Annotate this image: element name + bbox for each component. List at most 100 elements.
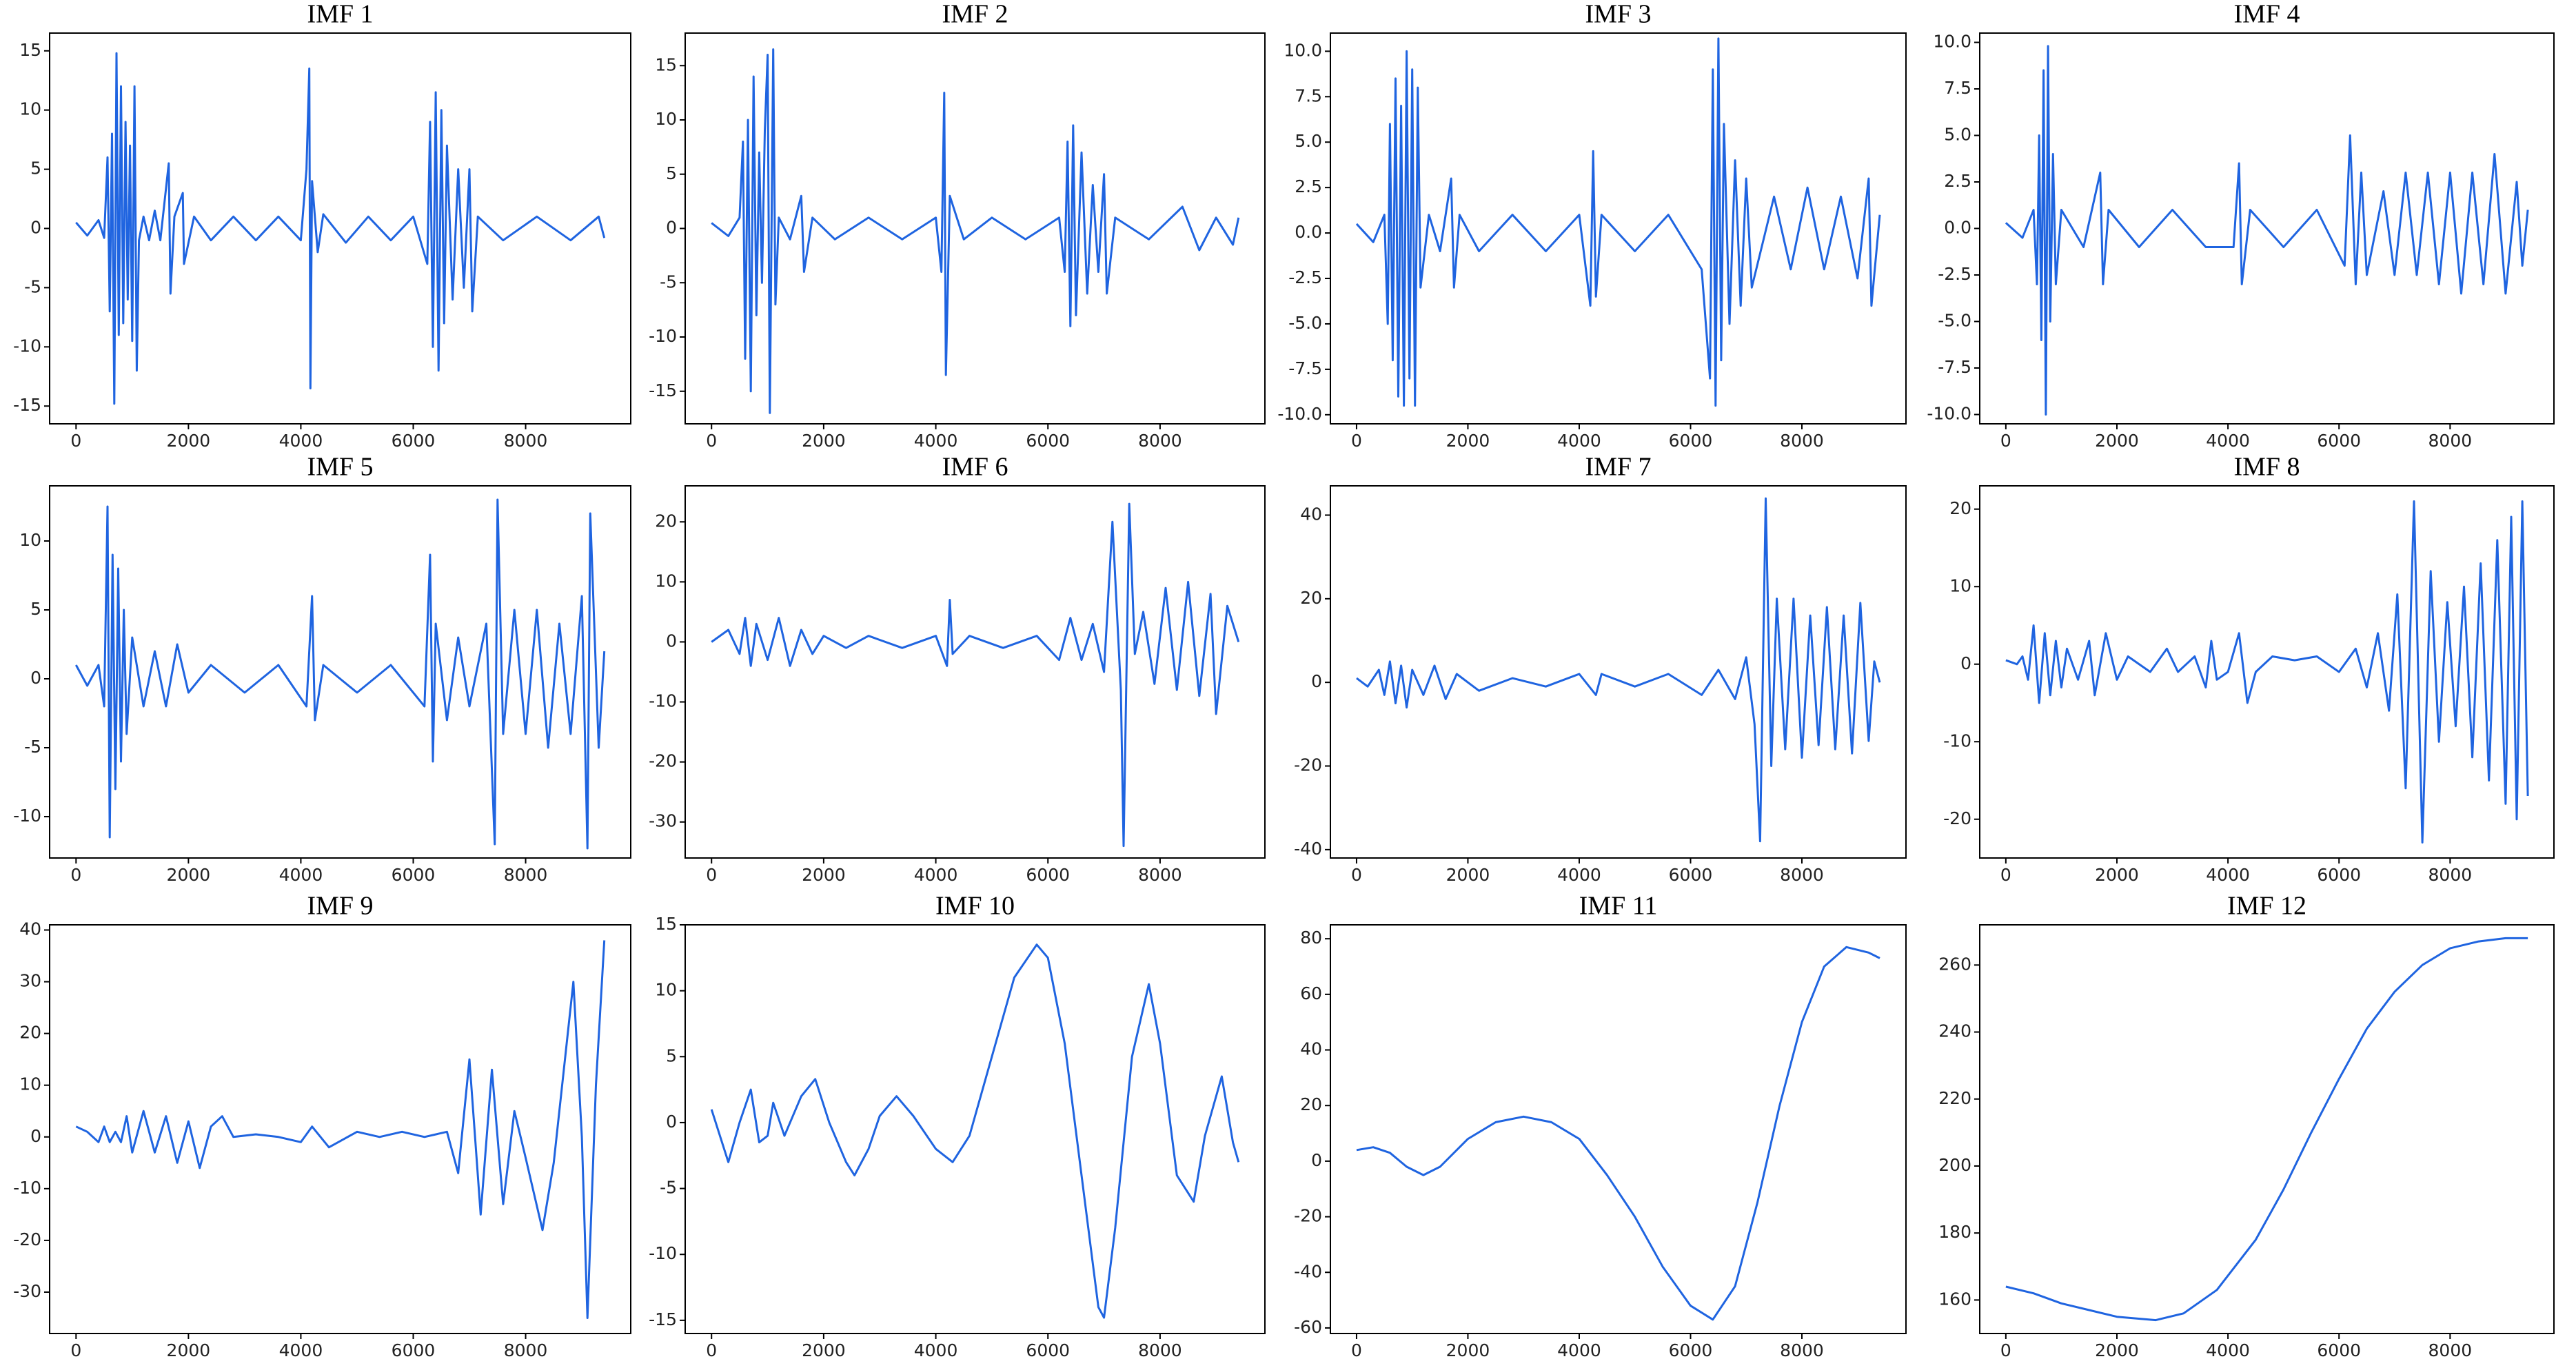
y-tick-label: 220: [1938, 1088, 1971, 1108]
y-tick-label: 0.0: [1944, 218, 1971, 238]
x-tick-label: 0: [706, 431, 717, 451]
y-tick-label: 5.0: [1295, 131, 1322, 151]
y-tick-label: 2.5: [1944, 171, 1971, 191]
x-tick-label: 6000: [2317, 865, 2361, 885]
x-tick-label: 0: [706, 1340, 717, 1359]
x-tick-label: 6000: [2317, 1340, 2361, 1359]
x-tick-label: 0: [2000, 865, 2011, 885]
x-tick-label: 4000: [279, 431, 323, 451]
y-tick-label: -10: [649, 1243, 677, 1263]
x-tick-label: 6000: [1026, 865, 1070, 885]
plot-frame: [1330, 32, 1907, 425]
y-tick-label: 0: [1960, 653, 1971, 673]
y-tick-label: -60: [1294, 1317, 1322, 1337]
y-tick-label: 10: [655, 571, 677, 591]
x-tick-label: 2000: [2095, 865, 2139, 885]
y-tick-label: -5.0: [1288, 313, 1322, 333]
x-tick-label: 8000: [1780, 865, 1824, 885]
subplot-title: IMF 3: [1585, 0, 1651, 29]
signal-line: [1356, 946, 1880, 1321]
x-tick-label: 8000: [2428, 865, 2473, 885]
y-tick-label: 10: [19, 99, 41, 119]
y-tick-label: 0: [666, 218, 677, 238]
signal-line: [75, 940, 606, 1319]
y-tick-label: 15: [655, 914, 677, 934]
y-tick-label: -20: [13, 1229, 41, 1249]
signal-line: [711, 48, 1240, 414]
y-tick-label: -15: [13, 395, 41, 415]
plot-frame: [1979, 485, 2555, 859]
y-tick-label: -5: [660, 272, 677, 292]
y-tick-label: -5.0: [1938, 311, 1971, 331]
y-tick-label: -5: [24, 276, 41, 296]
y-tick-label: -15: [649, 1309, 677, 1329]
x-tick-label: 2000: [167, 431, 211, 451]
y-tick-label: -20: [1943, 808, 1971, 828]
y-tick-label: -40: [1294, 1261, 1322, 1281]
y-tick-label: 10: [655, 109, 677, 129]
y-tick-label: -30: [13, 1281, 41, 1301]
x-tick-label: 6000: [1026, 1340, 1070, 1359]
x-tick-label: 8000: [1780, 431, 1824, 451]
subplot-title: IMF 4: [2233, 0, 2300, 29]
x-tick-label: 4000: [1557, 431, 1601, 451]
y-tick-label: 20: [1949, 498, 1971, 518]
subplot-title: IMF 10: [935, 892, 1015, 921]
x-tick-label: 6000: [1669, 431, 1713, 451]
x-tick-label: 2000: [1446, 1340, 1490, 1359]
y-tick-label: 7.5: [1295, 85, 1322, 105]
signal-line: [2005, 937, 2528, 1322]
x-tick-label: 8000: [504, 865, 548, 885]
plot-frame: [1330, 924, 1907, 1334]
x-tick-label: 0: [2000, 431, 2011, 451]
y-tick-label: 260: [1938, 954, 1971, 974]
plot-frame: [49, 485, 631, 859]
x-tick-label: 2000: [802, 1340, 846, 1359]
y-tick-label: 5: [666, 1045, 677, 1065]
y-tick-label: -10: [1943, 730, 1971, 750]
y-tick-label: -20: [1294, 1206, 1322, 1226]
subplot-title: IMF 8: [2233, 453, 2300, 482]
y-tick-label: 10: [655, 980, 677, 1000]
x-tick-label: 0: [706, 865, 717, 885]
x-tick-label: 2000: [167, 865, 211, 885]
x-tick-label: 6000: [1669, 865, 1713, 885]
y-tick-label: 40: [1300, 504, 1322, 524]
x-tick-label: 4000: [2206, 865, 2250, 885]
x-tick-label: 4000: [914, 431, 958, 451]
y-tick-label: 20: [655, 511, 677, 531]
y-tick-label: 2.5: [1295, 176, 1322, 196]
signal-line: [1355, 37, 1881, 407]
y-tick-label: -10.0: [1927, 404, 1971, 424]
x-tick-label: 4000: [279, 1340, 323, 1359]
x-tick-label: 2000: [2095, 431, 2139, 451]
y-tick-label: 15: [655, 54, 677, 74]
subplot-title: IMF 7: [1585, 453, 1651, 482]
x-tick-label: 0: [2000, 1340, 2011, 1359]
signal-line: [75, 52, 606, 405]
x-tick-label: 0: [70, 431, 81, 451]
signal-line: [1356, 497, 1881, 843]
y-tick-label: -10: [649, 326, 677, 346]
subplot-title: IMF 9: [307, 892, 373, 921]
x-tick-label: 6000: [1669, 1340, 1713, 1359]
y-tick-label: -20: [1294, 755, 1322, 775]
y-tick-label: -7.5: [1938, 357, 1971, 377]
y-tick-label: 10: [19, 1074, 41, 1094]
x-tick-label: 8000: [1780, 1340, 1824, 1359]
y-tick-label: -2.5: [1288, 267, 1322, 287]
plot-frame: [1330, 485, 1907, 859]
y-tick-label: -15: [649, 380, 677, 400]
y-tick-label: -40: [1294, 839, 1322, 859]
y-tick-label: 5: [30, 599, 41, 619]
y-tick-label: -7.5: [1288, 358, 1322, 378]
signal-line: [711, 502, 1240, 848]
y-tick-label: -5: [660, 1178, 677, 1198]
signal-line: [710, 943, 1240, 1319]
y-tick-label: 200: [1938, 1155, 1971, 1175]
x-tick-label: 6000: [2317, 431, 2361, 451]
plot-frame: [1979, 924, 2555, 1334]
subplot-title: IMF 1: [307, 0, 373, 29]
y-tick-label: -10: [13, 1178, 41, 1198]
